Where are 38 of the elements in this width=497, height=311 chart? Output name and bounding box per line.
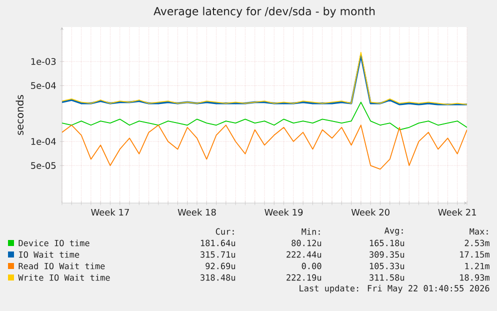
text: 222.19u: [286, 274, 322, 281]
text: 92.69u: [206, 262, 236, 270]
text: 318.48u: [200, 274, 236, 281]
text: 315.71u: [200, 251, 236, 258]
line-series: [62, 102, 468, 130]
text: 2.53m: [464, 240, 490, 246]
text: Cur:: [216, 228, 234, 235]
y-tick-label: 5e-05: [31, 162, 56, 169]
x-tick-label: Week 18: [178, 208, 216, 216]
legend-label: Device IO time: [18, 240, 90, 246]
x-tick-label: Week 20: [351, 208, 390, 216]
text: Avg:: [384, 227, 403, 236]
text: Last update: Fri May 22 01:40:55 2026: [300, 284, 490, 294]
text: 181.64u: [201, 240, 236, 246]
text: 105.33u: [370, 262, 404, 270]
y-tick-label: 1e-04: [31, 138, 56, 145]
y-tick-label: 5e-04: [31, 82, 56, 89]
text: 17.15m: [460, 251, 490, 258]
text: 311.58u: [370, 274, 404, 281]
y-tick-label: 1e-03: [31, 58, 56, 65]
y-axis-title: seconds: [16, 95, 24, 135]
x-tick-label: Week 17: [91, 208, 129, 216]
text: 309.35u: [370, 251, 404, 258]
text: 165.18u: [370, 240, 404, 246]
x-tick-label: Week 19: [264, 208, 303, 216]
legend-label: Read IO Wait time: [18, 262, 105, 270]
text: 222.44u: [286, 251, 322, 258]
chart-title: Average latency for /dev/sda - by month: [154, 6, 375, 18]
text: Min:: [302, 228, 320, 235]
legend-label: IO Wait time: [19, 251, 80, 258]
line-series: [62, 124, 468, 170]
text: 0.00: [302, 262, 322, 270]
legend-label: Write IO Wait time: [18, 274, 110, 281]
text: 80.12u: [292, 240, 322, 246]
text: Max:: [470, 228, 488, 235]
x-tick-label: Week 21: [438, 208, 476, 216]
text: 1.21m: [465, 262, 490, 270]
text: 18.93m: [460, 274, 490, 281]
